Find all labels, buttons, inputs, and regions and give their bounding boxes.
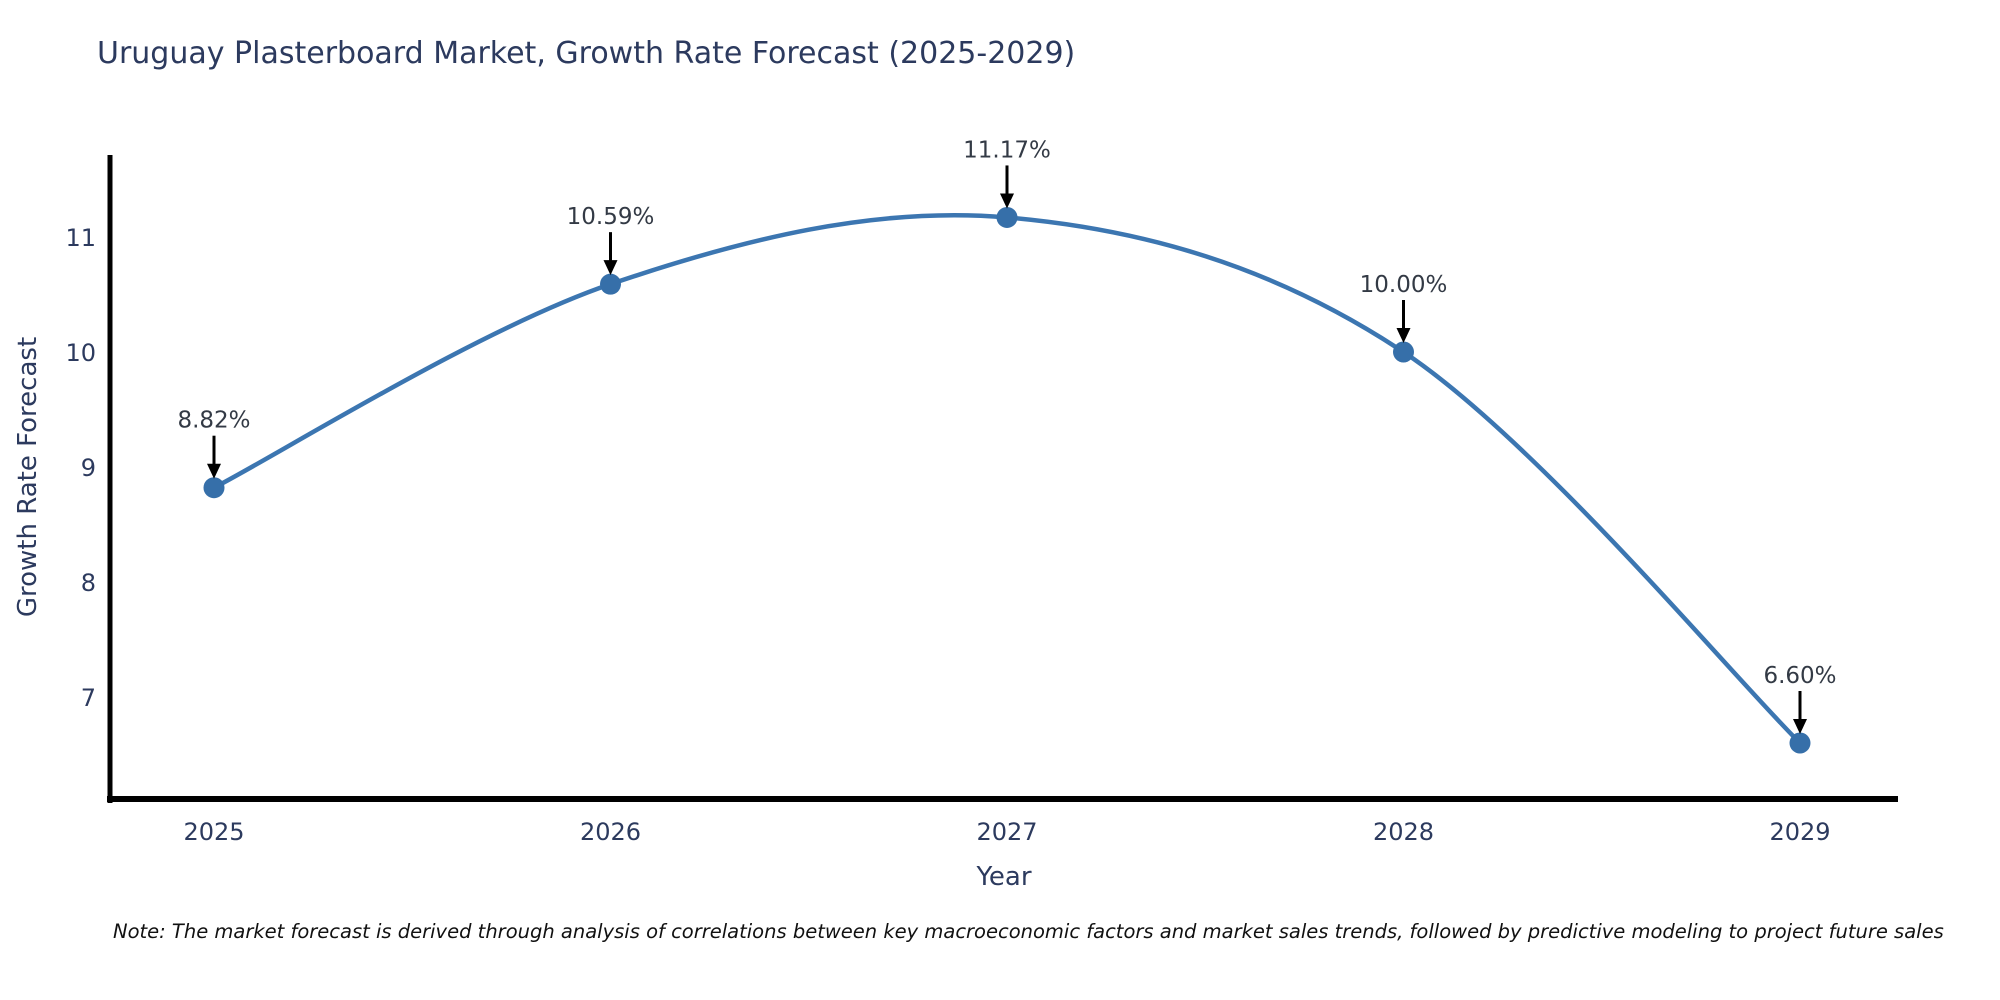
annotation-arrowhead-icon xyxy=(1793,719,1807,734)
point-annotation-label: 10.59% xyxy=(567,204,655,230)
footnote: Note: The market forecast is derived thr… xyxy=(113,920,1944,943)
y-tick-label: 7 xyxy=(81,684,96,712)
annotation-arrowhead-icon xyxy=(207,463,221,479)
point-annotation-label: 8.82% xyxy=(177,408,250,434)
series-line xyxy=(211,212,1803,746)
data-point-marker xyxy=(203,477,225,499)
y-tick-labels: 7 8 9 10 11 xyxy=(65,224,96,712)
point-annotation-label: 10.00% xyxy=(1360,272,1448,298)
data-point-marker xyxy=(996,206,1018,228)
data-point-marker xyxy=(1393,341,1414,363)
annotation-arrowhead-icon xyxy=(1000,193,1014,209)
axes xyxy=(107,155,1898,803)
point-annotation-label: 11.17% xyxy=(963,137,1051,163)
y-tick-label: 11 xyxy=(65,224,96,252)
chart-title: Uruguay Plasterboard Market, Growth Rate… xyxy=(97,36,1076,71)
y-tick-label: 9 xyxy=(81,454,96,482)
data-point-marker xyxy=(600,273,621,295)
data-point-marker xyxy=(1789,732,1811,754)
y-tick-label: 10 xyxy=(65,339,96,367)
x-tick-label: 2025 xyxy=(183,818,244,846)
annotation-arrowhead-icon xyxy=(603,260,618,276)
y-axis-title: Growth Rate Forecast xyxy=(13,336,43,618)
x-tick-labels: 2025 2026 2027 2028 2029 xyxy=(183,818,1830,846)
x-tick-label: 2028 xyxy=(1373,818,1434,846)
point-annotations: 8.82% 10.59% 11.17% 10.00% 6.60% xyxy=(177,137,1837,734)
y-tick-label: 8 xyxy=(81,569,96,597)
data-points xyxy=(203,206,1811,754)
point-annotation-label: 6.60% xyxy=(1763,663,1836,689)
x-tick-label: 2026 xyxy=(580,818,641,846)
x-axis-title: Year xyxy=(976,862,1032,892)
x-tick-label: 2029 xyxy=(1769,818,1830,846)
annotation-arrowhead-icon xyxy=(1396,328,1411,343)
x-tick-label: 2027 xyxy=(976,818,1037,846)
